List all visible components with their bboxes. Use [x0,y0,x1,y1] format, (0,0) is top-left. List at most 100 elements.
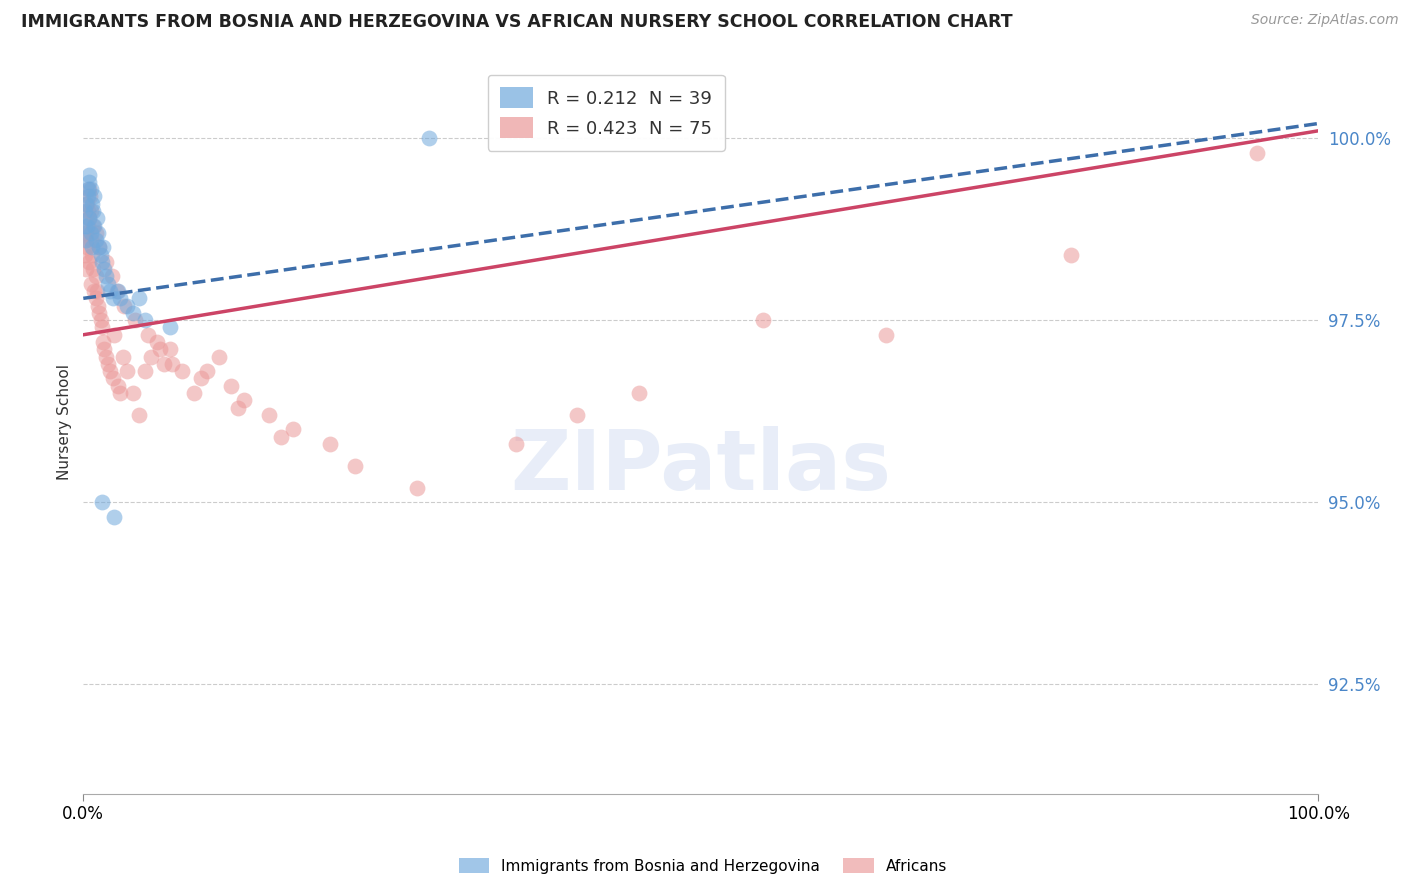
Point [90,320,112,334]
Point [628,386,651,401]
Text: ZIPatlas: ZIPatlas [510,426,891,508]
Point [94,255,117,269]
Point [75,233,97,247]
Y-axis label: Nursery School: Nursery School [58,364,72,480]
Point [107,284,129,298]
Point [83,284,105,298]
Point [115,299,138,313]
Point [76,189,98,203]
Point [111,350,134,364]
Point [110,386,132,401]
Point [76,219,98,233]
Point [84,291,107,305]
Point [84,226,107,240]
Point [75,203,97,218]
Point [77,203,100,218]
Point [90,255,112,269]
Point [159,320,181,334]
Legend: Immigrants from Bosnia and Herzegovina, Africans: Immigrants from Bosnia and Herzegovina, … [453,852,953,880]
Point [1060,247,1083,261]
Point [82,262,104,277]
Point [257,408,280,422]
Point [80,277,103,291]
Point [751,313,773,327]
Point [77,175,100,189]
Point [86,211,108,226]
Point [146,334,169,349]
Point [79,255,101,269]
Point [128,291,150,305]
Point [505,437,527,451]
Point [97,357,120,371]
Point [75,262,97,277]
Point [80,203,103,218]
Point [83,219,105,233]
Point [82,219,104,233]
Point [343,458,366,473]
Point [567,408,589,422]
Point [80,240,103,254]
Point [128,408,150,422]
Point [94,350,117,364]
Text: Source: ZipAtlas.com: Source: ZipAtlas.com [1251,13,1399,28]
Point [103,327,125,342]
Point [100,284,122,298]
Point [84,269,107,284]
Point [103,509,125,524]
Text: IMMIGRANTS FROM BOSNIA AND HERZEGOVINA VS AFRICAN NURSERY SCHOOL CORRELATION CHA: IMMIGRANTS FROM BOSNIA AND HERZEGOVINA V… [21,13,1012,31]
Point [183,386,205,401]
Point [84,233,107,247]
Point [89,240,111,254]
Point [141,350,163,364]
Point [195,364,218,378]
Point [89,240,111,254]
Point [121,306,143,320]
Point [149,343,172,357]
Point [77,182,100,196]
Point [105,284,128,298]
Point [152,357,174,371]
Point [75,226,97,240]
Point [93,343,115,357]
Point [405,481,427,495]
Point [89,306,111,320]
Point [134,313,156,327]
Point [221,378,243,392]
Point [270,430,292,444]
Point [100,364,122,378]
Point [94,269,117,284]
Point [232,393,254,408]
Point [80,182,103,196]
Point [90,313,112,327]
Point [159,343,181,357]
Point [80,226,103,240]
Point [87,226,110,240]
Point [76,219,98,233]
Point [112,299,135,313]
Point [73,219,96,233]
Point [82,203,104,218]
Point [124,313,146,327]
Point [226,401,249,415]
Point [418,131,440,145]
Point [283,422,305,436]
Legend: R = 0.212  N = 39, R = 0.423  N = 75: R = 0.212 N = 39, R = 0.423 N = 75 [488,75,724,151]
Point [73,247,96,261]
Point [93,262,115,277]
Point [91,334,114,349]
Point [79,211,101,226]
Point [160,357,183,371]
Point [875,327,897,342]
Point [190,371,212,385]
Point [90,495,112,509]
Point [115,364,138,378]
Point [76,240,98,254]
Point [80,233,103,247]
Point [79,168,101,182]
Point [121,386,143,401]
Point [97,277,120,291]
Point [134,364,156,378]
Point [79,211,101,226]
Point [110,291,132,305]
Point [101,371,124,385]
